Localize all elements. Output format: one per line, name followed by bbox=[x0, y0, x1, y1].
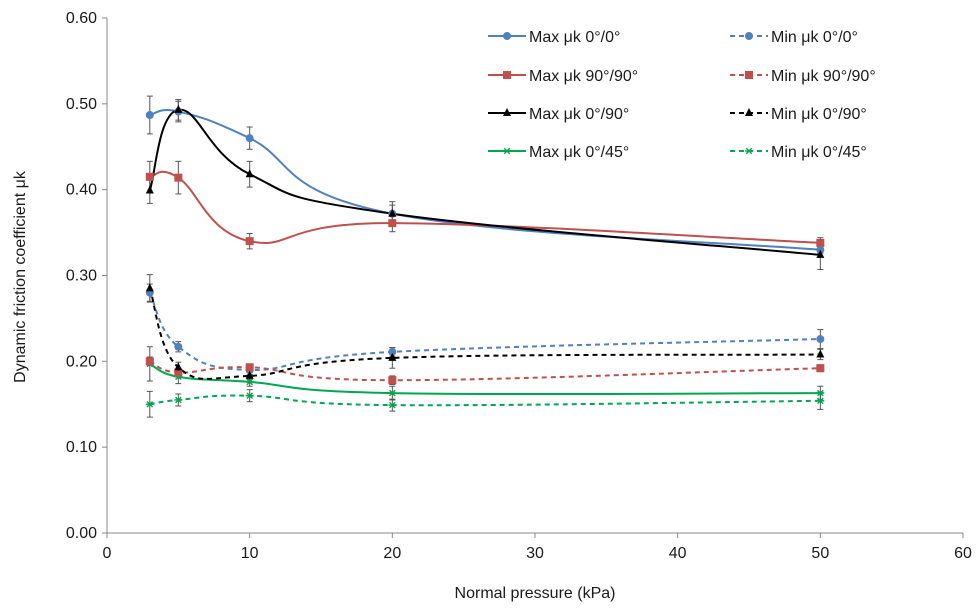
legend-marker bbox=[503, 32, 511, 40]
data-point bbox=[145, 283, 154, 292]
data-point bbox=[145, 172, 154, 181]
data-point bbox=[174, 342, 183, 351]
x-tick-label: 60 bbox=[954, 545, 972, 562]
x-tick-label: 10 bbox=[241, 545, 259, 562]
data-point bbox=[388, 219, 397, 228]
data-point bbox=[816, 397, 825, 405]
data-point bbox=[245, 370, 254, 379]
y-tick-label: 0.50 bbox=[66, 96, 97, 113]
data-point bbox=[816, 335, 825, 344]
x-tick-label: 50 bbox=[811, 545, 829, 562]
data-point bbox=[816, 245, 825, 254]
data-point bbox=[174, 368, 183, 377]
legend-label: Max μk 90°/90° bbox=[529, 68, 638, 85]
x-axis-title: Normal pressure (kPa) bbox=[455, 585, 616, 602]
y-tick-label: 0.30 bbox=[66, 268, 97, 285]
y-tick-label: 0.10 bbox=[66, 439, 97, 456]
legend-label: Min μk 0°/90° bbox=[771, 106, 867, 123]
data-point bbox=[245, 134, 254, 143]
data-point bbox=[174, 173, 183, 182]
x-tick-label: 40 bbox=[669, 545, 687, 562]
legend-label: Max μk 0°/0° bbox=[529, 29, 620, 46]
series-line bbox=[149, 170, 821, 245]
series-line bbox=[148, 292, 821, 371]
legend-label: Max μk 0°/45° bbox=[529, 144, 629, 161]
legend-label: Min μk 0°/45° bbox=[771, 144, 867, 161]
series-markers bbox=[145, 104, 825, 409]
y-tick-label: 0.40 bbox=[66, 182, 97, 199]
y-tick-label: 0.00 bbox=[66, 525, 97, 542]
data-point bbox=[245, 378, 254, 386]
data-point bbox=[145, 110, 154, 119]
legend-marker bbox=[503, 108, 511, 116]
legend-marker bbox=[745, 71, 753, 79]
y-axis-title: Dynamic friction coefficient μk bbox=[12, 170, 29, 383]
data-point bbox=[245, 363, 254, 372]
legend-label: Min μk 0°/0° bbox=[771, 29, 858, 46]
data-point bbox=[388, 401, 397, 409]
data-point bbox=[388, 208, 397, 217]
data-point bbox=[145, 357, 154, 366]
x-tick-label: 30 bbox=[526, 545, 544, 562]
legend-marker bbox=[503, 147, 511, 155]
x-tick-label: 20 bbox=[383, 545, 401, 562]
data-point bbox=[388, 376, 397, 385]
data-point bbox=[245, 169, 254, 178]
data-point bbox=[816, 364, 825, 373]
data-point bbox=[174, 362, 183, 371]
data-point bbox=[245, 237, 254, 246]
y-tick-label: 0.60 bbox=[66, 10, 97, 27]
data-point bbox=[816, 349, 825, 358]
data-point bbox=[145, 185, 154, 194]
legend-marker bbox=[503, 71, 511, 79]
data-point bbox=[388, 347, 397, 356]
y-tick-label: 0.20 bbox=[66, 353, 97, 370]
data-point bbox=[245, 392, 254, 399]
data-point bbox=[816, 238, 825, 247]
series-lines bbox=[148, 108, 821, 407]
series-line bbox=[149, 109, 821, 251]
data-point bbox=[816, 249, 825, 258]
legend-label: Min μk 90°/90° bbox=[771, 68, 876, 85]
data-point bbox=[145, 400, 154, 408]
data-point bbox=[174, 396, 183, 404]
data-point bbox=[388, 352, 397, 361]
legend-marker bbox=[745, 147, 753, 155]
axes: 0.00 0.10 0.20 0.30 0.40 0.50 0.60 0 10 20 30 40 50 6… bbox=[66, 10, 972, 562]
legend-marker bbox=[745, 108, 753, 116]
data-point bbox=[388, 389, 397, 397]
legend-marker bbox=[745, 32, 753, 40]
legend-label: Max μk 0°/90° bbox=[529, 106, 629, 123]
x-tick-label: 0 bbox=[103, 545, 112, 562]
data-point bbox=[816, 389, 825, 397]
legend: Max μk 0°/0° Max μk 90°/90° Max μk 0°/90°… bbox=[488, 29, 876, 161]
data-point bbox=[174, 104, 183, 113]
